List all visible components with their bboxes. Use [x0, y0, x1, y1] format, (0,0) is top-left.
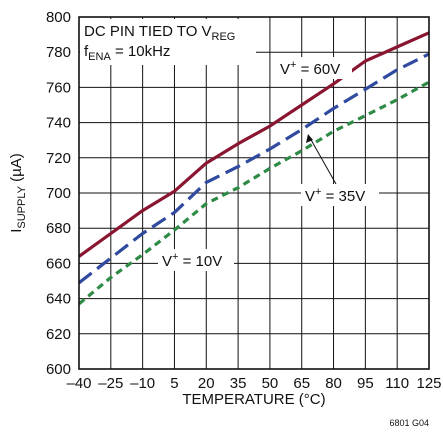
x-tick-label: 20	[198, 375, 215, 392]
y-tick-label: 740	[46, 115, 71, 132]
x-tick-label: –25	[98, 375, 123, 392]
y-tick-label: 760	[46, 79, 71, 96]
x-tick-label: 80	[325, 375, 342, 392]
y-tick-labels: 600 620 640 660 680 700 720 740 760 780 800	[46, 9, 71, 378]
series-line-1	[78, 31, 430, 258]
figure-id: 6801 G04	[389, 418, 429, 428]
x-tick-labels: –40 –25 –10 5 20 35 50 65 80 95 110 125	[66, 375, 441, 392]
y-tick-label: 620	[46, 326, 71, 343]
x-tick-label: 110	[385, 375, 409, 392]
x-tick-label: 50	[262, 375, 279, 392]
y-tick-label: 640	[46, 291, 71, 308]
y-tick-label: 800	[46, 9, 71, 26]
label-bg-60v	[276, 57, 352, 79]
x-tick-label: 95	[357, 375, 374, 392]
x-tick-label: 125	[416, 375, 441, 392]
x-axis-title: TEMPERATURE (°C)	[182, 391, 325, 408]
y-tick-label: 700	[46, 185, 71, 202]
series-lines	[77, 31, 430, 306]
series-label-60v: V+ = 60V	[280, 59, 340, 78]
x-tick-label: –40	[66, 375, 91, 392]
y-tick-label: 600	[46, 361, 71, 378]
y-tick-label: 780	[46, 44, 71, 61]
x-tick-label: 5	[170, 375, 178, 392]
condition-line-1: DC PIN TIED TO VREG	[84, 23, 235, 43]
y-axis-title: ISUPPLY (µA)	[8, 153, 28, 233]
plot-frame	[78, 16, 430, 370]
conditions-box	[80, 19, 256, 65]
leader-35v	[309, 137, 337, 185]
series-line-2	[78, 52, 430, 285]
series-label-10v: V+ = 10V	[162, 251, 222, 270]
series-line-3	[77, 80, 430, 306]
y-tick-label: 660	[46, 255, 71, 272]
x-tick-label: –10	[130, 375, 155, 392]
y-tick-label: 720	[46, 150, 71, 167]
leader-arrow-35v	[306, 134, 313, 143]
label-bg-10v	[158, 249, 234, 271]
x-tick-label: 65	[293, 375, 310, 392]
series-label-35v: V+ = 35V	[305, 186, 365, 205]
label-bg-35v	[301, 184, 379, 206]
x-tick-label: 35	[230, 375, 247, 392]
y-tick-label: 680	[46, 220, 71, 237]
condition-line-2: fENA = 10kHz	[84, 43, 170, 63]
